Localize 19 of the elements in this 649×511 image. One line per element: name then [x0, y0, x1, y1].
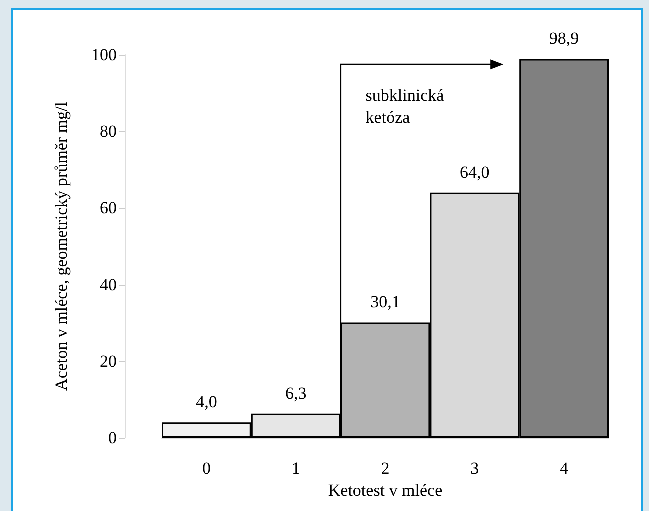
y-axis-title: Aceton v mléce, geometrický průměr mg/l [52, 102, 71, 391]
x-tick-label: 1 [292, 459, 300, 478]
x-axis-title: Ketotest v mléce [328, 480, 443, 500]
x-tick-label: 3 [470, 459, 480, 478]
y-tick-label: 80 [100, 122, 117, 142]
annotation: subklinická ketóza [366, 86, 445, 128]
y-tick-label: 60 [100, 198, 117, 218]
x-tick-label: 0 [202, 459, 211, 478]
data-label: 64,0 [460, 162, 490, 182]
data-label: 98,9 [549, 29, 580, 48]
data-label: 6,3 [285, 384, 307, 403]
x-tick-label: 4 [560, 459, 570, 478]
data-label: 4,0 [196, 392, 218, 412]
data-label: 30,1 [370, 292, 400, 312]
x-tick-label: 2 [381, 459, 390, 478]
y-tick-label: 40 [100, 275, 117, 294]
y-tick-label: 100 [92, 46, 117, 64]
y-tick-label: 0 [108, 428, 117, 448]
y-tick-label: 20 [100, 352, 117, 371]
